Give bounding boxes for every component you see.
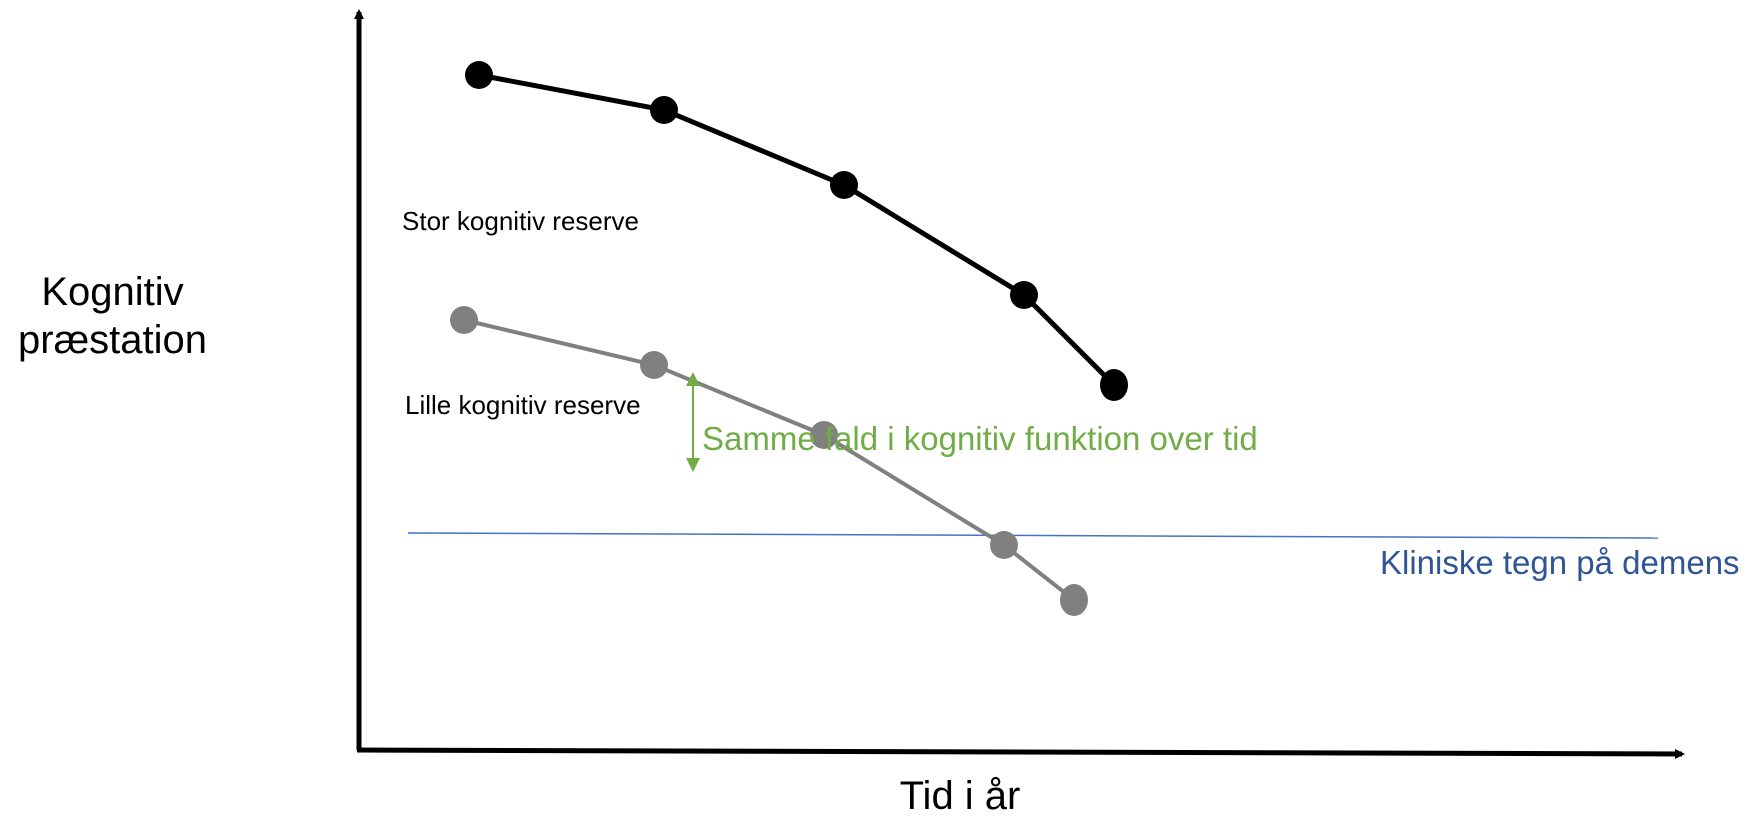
- data-point-high-reserve: [1010, 281, 1038, 309]
- data-point-high-reserve: [465, 61, 493, 89]
- double-arrow-head-up: [686, 372, 700, 386]
- data-point-high-reserve: [830, 171, 858, 199]
- x-axis: [356, 747, 1685, 759]
- y-axis-label: Kognitiv præstation: [0, 268, 225, 364]
- data-point-low-reserve: [1060, 584, 1088, 616]
- threshold-group: [407, 532, 1659, 539]
- data-point-high-reserve: [650, 96, 678, 124]
- data-point-high-reserve: [1100, 369, 1128, 401]
- x-axis-label: Tid i år: [899, 774, 1021, 818]
- double-arrow-head-down: [686, 458, 700, 472]
- series-line-low-reserve: [463, 318, 1076, 602]
- y-axis-label-line-1: Kognitiv: [41, 270, 184, 314]
- threshold-label: Kliniske tegn på demens: [1380, 544, 1740, 581]
- series-layer: [450, 61, 1128, 616]
- annotation-group: [686, 372, 700, 472]
- series-label-high-reserve: Stor kognitiv reserve: [402, 206, 639, 236]
- y-axis-label-line-2: præstation: [18, 318, 207, 362]
- series-low-reserve: [450, 306, 1088, 616]
- threshold-line: [407, 532, 1659, 539]
- series-high-reserve: [465, 61, 1128, 401]
- data-point-low-reserve: [810, 421, 838, 449]
- data-point-low-reserve: [640, 351, 668, 379]
- annotation-label: Samme fald i kognitiv funktion over tid: [702, 420, 1258, 457]
- data-point-low-reserve: [450, 306, 478, 334]
- axes: [354, 9, 1685, 759]
- data-point-low-reserve: [990, 531, 1018, 559]
- series-label-low-reserve: Lille kognitiv reserve: [405, 390, 641, 420]
